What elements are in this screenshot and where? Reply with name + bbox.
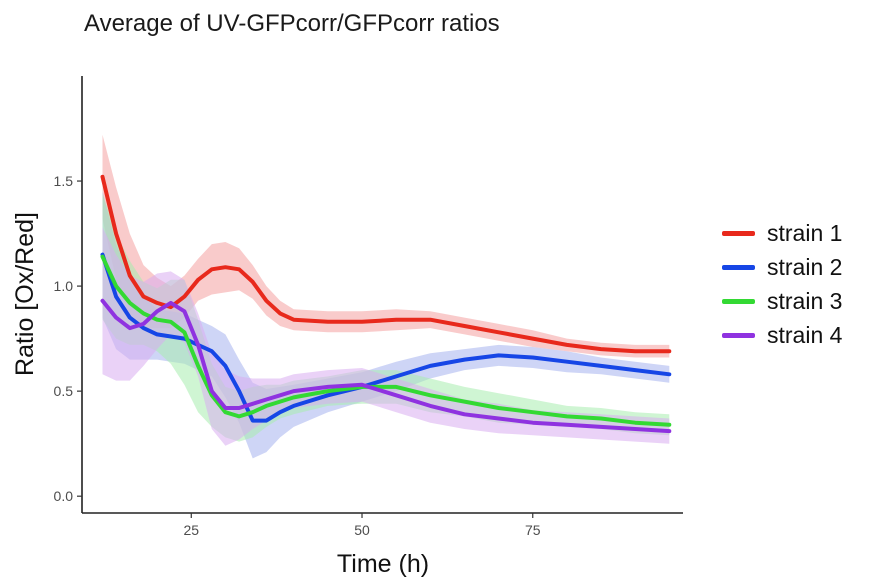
legend-item-4: strain 4 <box>722 318 842 352</box>
legend-label: strain 1 <box>767 219 843 246</box>
chart-title: Average of UV-GFPcorr/GFPcorr ratios <box>84 10 500 37</box>
y-tick-label: 0.0 <box>54 488 74 504</box>
series-lines <box>100 174 672 434</box>
legend-label: strain 2 <box>767 253 843 280</box>
x-axis-label: Time (h) <box>337 550 429 578</box>
series-line-3 <box>100 254 672 427</box>
legend-swatch <box>722 298 755 304</box>
legend-label: strain 3 <box>767 287 843 314</box>
series-line-2 <box>100 252 672 423</box>
legend-item-2: strain 2 <box>722 250 842 284</box>
series-band-4 <box>102 227 670 446</box>
legend-swatch <box>722 264 755 270</box>
series-band-1 <box>102 134 670 358</box>
y-axis-ticks: 0.0 0.5 1.0 1.5 <box>54 173 82 504</box>
x-tick-label: 25 <box>183 522 199 538</box>
legend: strain 1 strain 2 strain 3 strain 4 <box>722 216 842 352</box>
x-tick-label: 75 <box>525 522 541 538</box>
y-tick-label: 1.0 <box>54 278 74 294</box>
legend-swatch <box>722 230 755 236</box>
confidence-bands <box>102 134 670 459</box>
legend-swatch <box>722 332 755 338</box>
x-axis-ticks: 25 50 75 <box>183 513 541 538</box>
legend-item-3: strain 3 <box>722 284 842 318</box>
y-axis-label: Ratio [Ox/Red] <box>11 212 39 376</box>
y-tick-label: 1.5 <box>54 173 74 189</box>
x-tick-label: 50 <box>354 522 370 538</box>
legend-label: strain 4 <box>767 321 843 348</box>
series-line-4 <box>100 298 672 434</box>
series-line-1 <box>100 174 672 354</box>
y-tick-label: 0.5 <box>54 383 74 399</box>
legend-item-1: strain 1 <box>722 216 842 250</box>
